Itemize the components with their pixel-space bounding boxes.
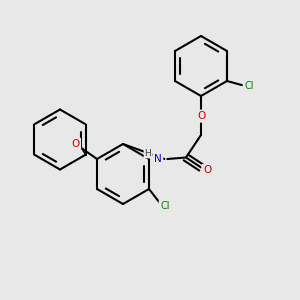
Text: H: H: [145, 148, 151, 158]
Text: N: N: [154, 154, 162, 164]
Text: O: O: [71, 139, 80, 149]
Text: O: O: [203, 165, 211, 176]
Text: Cl: Cl: [244, 80, 254, 91]
Text: O: O: [197, 111, 205, 121]
Text: Cl: Cl: [160, 201, 170, 211]
